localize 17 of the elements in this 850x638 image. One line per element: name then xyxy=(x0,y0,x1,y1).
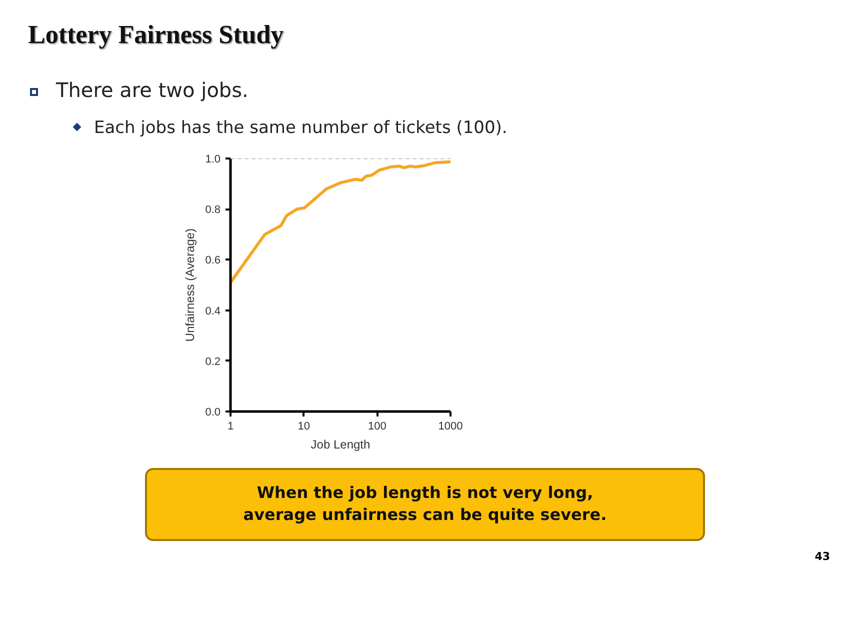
x-tick-label: 1 xyxy=(227,420,234,432)
x-axis-title: Job Length xyxy=(310,438,370,452)
y-tick-label: 0.0 xyxy=(205,406,221,418)
y-tick-label: 0.4 xyxy=(205,305,221,318)
x-tick-label: 100 xyxy=(368,420,386,432)
y-tick-label: 1.0 xyxy=(205,154,221,166)
x-tick-label: 10 xyxy=(298,420,310,432)
text: 43 xyxy=(814,549,830,565)
chart-title: Lottery Fairness Study xyxy=(28,19,284,51)
x-tick-label: 1000 xyxy=(438,420,463,432)
text: Each jobs has the same number of tickets (100). xyxy=(93,117,508,140)
y-tick-label: 0.8 xyxy=(205,204,221,216)
text: When the job length is not very long, average unfairness can be quite severe. xyxy=(145,468,705,541)
y-axis-title: Unfairness (Average) xyxy=(183,228,198,342)
y-tick-label: 0.6 xyxy=(205,254,221,267)
y-tick-label: 0.2 xyxy=(205,356,221,368)
text: There are two jobs. xyxy=(55,77,248,104)
